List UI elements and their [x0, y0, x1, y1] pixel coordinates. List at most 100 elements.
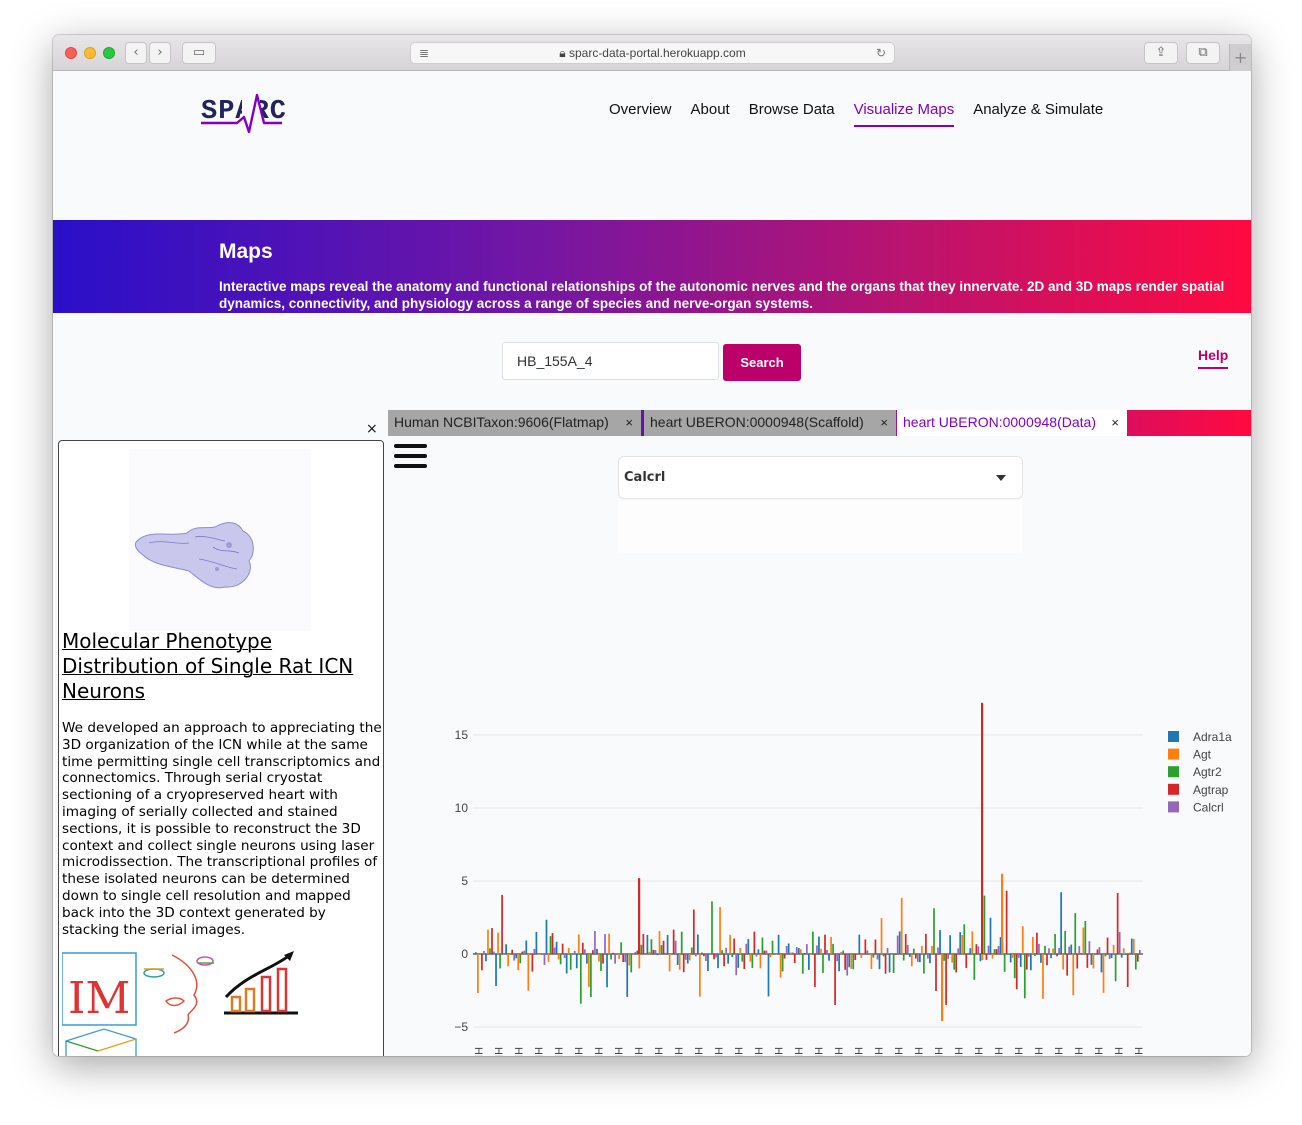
nav-visualize-maps[interactable]: Visualize Maps	[853, 101, 955, 127]
bar-highlight	[981, 702, 984, 954]
bar	[1032, 936, 1034, 954]
bar	[551, 933, 554, 954]
bar	[997, 946, 1000, 954]
bar	[501, 894, 503, 954]
dataset-thumbnail[interactable]	[129, 449, 311, 631]
gene-select[interactable]: Calcrl	[618, 456, 1023, 499]
close-icon[interactable]: ×	[1111, 415, 1119, 430]
bar	[1088, 941, 1091, 954]
bar	[672, 929, 675, 954]
menu-icon[interactable]	[394, 444, 427, 472]
bar	[1005, 890, 1008, 954]
close-icon[interactable]: ×	[880, 415, 888, 430]
bar	[731, 954, 734, 957]
bar	[711, 901, 713, 954]
bar	[894, 954, 897, 955]
bar	[1100, 954, 1103, 973]
bar	[1013, 954, 1016, 979]
bar	[497, 932, 499, 954]
3d-scaffold-icon[interactable]	[65, 1028, 137, 1056]
bar	[761, 937, 764, 954]
bar	[975, 944, 978, 954]
bar-highlight	[1001, 873, 1004, 954]
new-tab-icon[interactable]: +	[1229, 44, 1251, 71]
nav-analyze-simulate[interactable]: Analyze & Simulate	[973, 101, 1104, 118]
zoom-window-button[interactable]	[103, 47, 115, 59]
search-button[interactable]: Search	[723, 344, 801, 381]
reload-icon[interactable]: ↻	[875, 46, 886, 60]
bar	[908, 954, 911, 957]
main-nav: Overview About Browse Data Visualize Map…	[609, 101, 1103, 127]
bar	[925, 933, 927, 954]
url-text: sparc-data-portal.herokuapp.com	[568, 46, 746, 60]
reader-icon[interactable]: ≣	[419, 46, 430, 60]
tab-flatmap[interactable]: Human NCBITaxon:9606(Flatmap) ×	[388, 410, 641, 436]
bar	[906, 944, 909, 954]
select-options-area	[618, 501, 1023, 553]
image-viewer-icon[interactable]	[62, 952, 137, 1026]
minimize-window-button[interactable]	[84, 47, 96, 59]
back-icon[interactable]: ‹	[125, 42, 147, 64]
bar	[1050, 954, 1052, 959]
bar	[1052, 948, 1054, 954]
nav-browse-data[interactable]: Browse Data	[748, 101, 835, 118]
bar	[816, 945, 818, 954]
x-tick-label: HB_150	[1032, 1047, 1044, 1056]
bar	[904, 934, 907, 954]
bar	[832, 943, 834, 954]
bar	[999, 937, 1002, 954]
bar	[487, 929, 489, 954]
close-window-button[interactable]	[65, 47, 77, 59]
bar	[801, 954, 804, 974]
legend-swatch	[1168, 731, 1179, 742]
bar	[1070, 944, 1073, 954]
bar	[1027, 954, 1030, 957]
bar	[575, 954, 578, 969]
close-panel-icon[interactable]: ×	[366, 421, 378, 437]
tabs-overview-icon[interactable]: ⧉	[1186, 42, 1220, 64]
bar	[598, 954, 600, 962]
bar	[725, 947, 727, 954]
growth-chart-icon[interactable]	[224, 951, 298, 1015]
bar	[1021, 926, 1024, 954]
bar	[1048, 948, 1050, 954]
nav-about[interactable]: About	[690, 101, 730, 118]
share-icon[interactable]: ⇪	[1144, 42, 1178, 64]
bar	[775, 954, 778, 955]
search-input[interactable]: HB_155A_4	[502, 342, 719, 380]
legend-swatch	[1168, 748, 1179, 760]
bar	[961, 935, 964, 954]
bar	[981, 954, 984, 961]
bar	[658, 931, 661, 954]
tab-scaffold[interactable]: heart UBERON:0000948(Scaffold) ×	[644, 410, 896, 436]
x-tick-label: HB_135	[952, 1047, 964, 1056]
bar	[951, 954, 954, 963]
bar	[1108, 954, 1111, 959]
bar	[929, 954, 931, 964]
tab-label: heart UBERON:0000948(Data)	[903, 414, 1096, 430]
bar	[757, 949, 760, 954]
address-bar[interactable]: ≣ 🔒︎ sparc-data-portal.herokuapp.com ↻	[410, 42, 895, 64]
dataset-title[interactable]: Molecular Phenotype Distribution of Sing…	[62, 629, 354, 703]
bar	[799, 949, 802, 954]
nav-overview[interactable]: Overview	[609, 101, 672, 118]
close-icon[interactable]: ×	[625, 415, 633, 430]
help-link[interactable]: Help	[1198, 347, 1229, 369]
bar	[527, 954, 530, 991]
bar	[713, 954, 715, 960]
x-tick-label: HB_100	[792, 1047, 804, 1056]
bar	[876, 954, 879, 960]
face-profile-icon[interactable]	[143, 954, 214, 1034]
tab-data[interactable]: heart UBERON:0000948(Data) ×	[897, 410, 1127, 436]
bar	[921, 945, 923, 954]
bar	[957, 948, 960, 954]
y-tick-label: 15	[455, 728, 469, 742]
bar	[493, 951, 495, 954]
sidebar-icon[interactable]: ▭	[182, 42, 216, 64]
y-tick-label: 0	[461, 947, 468, 961]
forward-icon[interactable]: ›	[149, 42, 171, 64]
bar	[743, 954, 746, 970]
sparc-logo[interactable]: SPARC	[201, 91, 285, 135]
bar	[822, 954, 824, 973]
legend-entry: Agtrap	[1193, 783, 1229, 797]
